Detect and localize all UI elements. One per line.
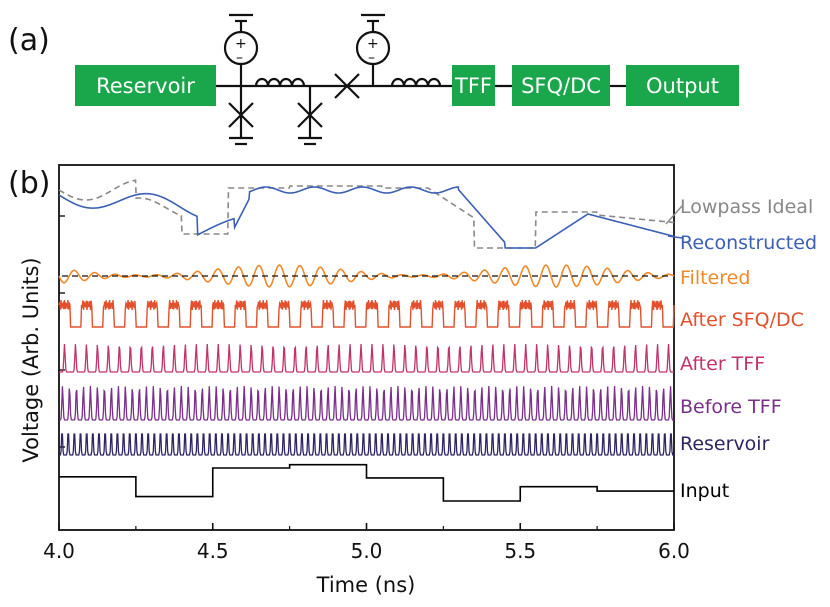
trace-input: [59, 463, 674, 502]
block-output: [626, 65, 739, 106]
panel-a-label: (a): [8, 23, 50, 58]
block-output-label: Output: [646, 74, 719, 98]
x-tick-label: 4.0: [43, 539, 75, 563]
block-tff-label: TFF: [454, 74, 492, 98]
trace-labels: Lowpass Ideal Reconstructed Filtered After …: [680, 196, 817, 502]
x-tick-label: 5.0: [351, 539, 383, 563]
source-minus-sign: –: [236, 50, 243, 66]
x-tick-label: 4.5: [197, 539, 229, 563]
block-reservoir-label: Reservoir: [96, 74, 195, 98]
trace-label-reconstructed: Reconstructed: [680, 232, 817, 254]
trace-label-before-tff: Before TFF: [680, 396, 782, 418]
axis-ticks: 4.0 4.5 5.0 5.5 6.0: [43, 215, 690, 563]
block-sfq-dc: [512, 65, 610, 106]
josephson-junction-icon: [297, 102, 323, 128]
panel-b-label: (b): [8, 166, 50, 201]
y-axis-title: Voltage (Arb. Units): [19, 257, 43, 462]
trace-label-filtered: Filtered: [680, 267, 750, 289]
trace-reconstructed: [58, 186, 675, 249]
trace-label-input: Input: [680, 480, 729, 502]
trace-label-after-tff: After TFF: [680, 353, 765, 375]
inductor-icon: [390, 77, 442, 87]
x-tick-label: 5.5: [504, 539, 536, 563]
block-reservoir: [75, 65, 216, 106]
block-sfq-dc-label: SFQ/DC: [521, 74, 601, 98]
plot-traces: [58, 179, 683, 502]
inductor-icon: [254, 77, 306, 87]
x-tick-label: 6.0: [658, 539, 690, 563]
josephson-junction-icon: [334, 73, 360, 99]
trace-label-reservoir: Reservoir: [680, 433, 770, 455]
source-minus-sign: –: [368, 50, 375, 66]
josephson-junction-icon: [228, 102, 254, 128]
x-axis-title: Time (ns): [316, 573, 416, 597]
trace-before-tff: [59, 385, 674, 421]
lowpass-pointer: [665, 205, 683, 225]
trace-label-after-sfq-dc: After SFQ/DC: [680, 309, 804, 331]
source-plus-sign: +: [235, 36, 247, 52]
source-plus-sign: +: [367, 36, 379, 52]
trace-reservoir: [59, 433, 674, 456]
circuit-diagram: [215, 13, 626, 146]
circuit-blocks: Reservoir TFF SFQ/DC Output: [75, 65, 739, 106]
reconstructed-pointer: [667, 235, 683, 239]
trace-after-sfq-dc: [58, 299, 675, 328]
trace-lowpass-ideal: [58, 179, 675, 249]
trace-after-tff: [59, 343, 674, 373]
trace-label-lowpass-ideal: Lowpass Ideal: [680, 196, 813, 218]
block-tff: [452, 65, 495, 106]
